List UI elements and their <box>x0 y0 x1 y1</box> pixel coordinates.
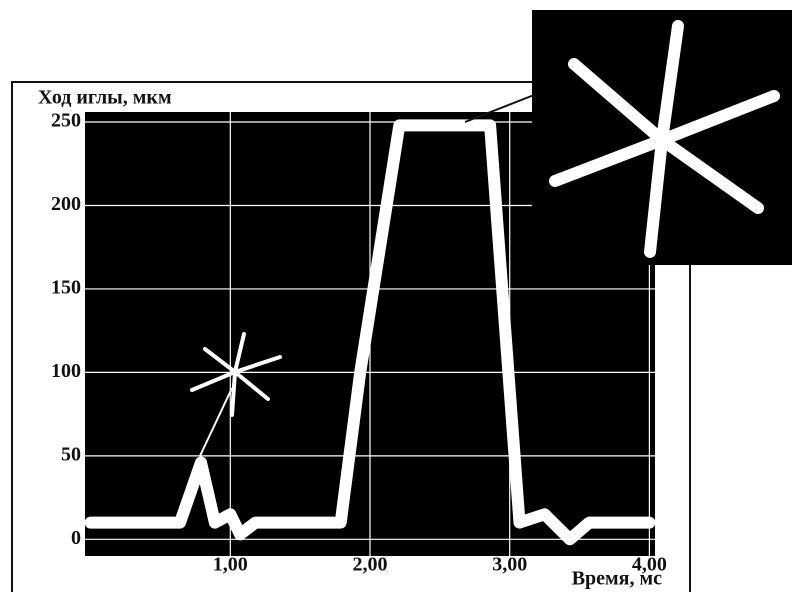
x-axis-label: Время, мс <box>572 568 662 590</box>
y-tick-label: 0 <box>71 527 81 549</box>
y-tick-label: 150 <box>51 277 81 299</box>
y-tick-label: 250 <box>51 110 81 132</box>
y-axis-label: Ход иглы, мкм <box>38 87 172 109</box>
y-tick-label: 200 <box>51 193 81 215</box>
x-tick-label: 2,00 <box>353 554 388 576</box>
chart: 0501001502002501,002,003,004,00 Ход иглы… <box>0 0 792 592</box>
x-tick-label: 1,00 <box>213 554 248 576</box>
x-tick-label: 3,00 <box>492 554 527 576</box>
y-tick-label: 100 <box>51 360 81 382</box>
y-tick-label: 50 <box>61 443 81 465</box>
